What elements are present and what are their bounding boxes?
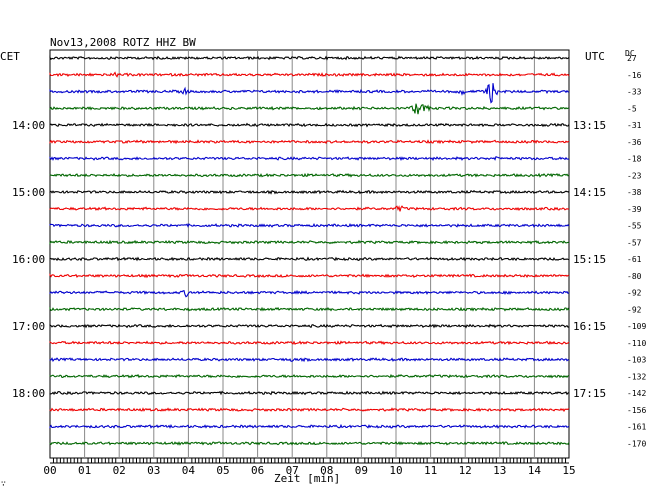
corner-mark: ∵: [1, 479, 6, 488]
dc-offset-label: -38: [627, 188, 642, 197]
dc-offset-label: -39: [627, 205, 642, 214]
trace-line: [49, 441, 570, 446]
x-tick-label: 06: [251, 464, 264, 477]
trace-line: [49, 289, 570, 298]
dc-offset-label: -16: [627, 71, 642, 80]
trace-line: [49, 155, 570, 162]
x-tick-label: 02: [113, 464, 126, 477]
trace-line: [49, 103, 570, 115]
trace-line: [49, 306, 570, 312]
plot-frame: [49, 49, 570, 459]
cet-hour-label: 17:00: [12, 320, 45, 333]
x-tick-label: 10: [389, 464, 402, 477]
trace-line: [49, 323, 570, 329]
dc-offset-label: -61: [627, 255, 642, 264]
cet-label: CET: [0, 50, 20, 63]
trace-line: [49, 122, 570, 128]
x-tick-label: 12: [459, 464, 472, 477]
trace-line: [49, 172, 570, 178]
trace-line: [49, 256, 570, 262]
utc-hour-label: 16:15: [573, 320, 606, 333]
trace-line: [49, 222, 570, 228]
dc-offset-label: -92: [627, 289, 642, 298]
trace-line: [49, 239, 570, 245]
dc-offset-label: -33: [627, 88, 642, 97]
cet-hour-label: 14:00: [12, 119, 45, 132]
trace-line: [49, 340, 570, 346]
dc-offset-label: -31: [627, 121, 642, 130]
trace-group: 27 -16 -33 -5 -31 -36 -18 -23 -38 -39 -55 -57 -61 -80…: [49, 54, 646, 448]
x-tick-label: 15: [562, 464, 575, 477]
dc-offset-label: -109: [627, 322, 646, 331]
dc-offset-label: -23: [627, 171, 642, 180]
dc-offset-label: -142: [627, 389, 646, 398]
x-tick-label: 00: [43, 464, 56, 477]
utc-hour-label: 17:15: [573, 387, 606, 400]
dc-offset-label: -92: [627, 305, 642, 314]
dc-offset-label: 27: [627, 54, 637, 63]
dc-offset-label: -161: [627, 423, 646, 432]
dc-offset-label: -103: [627, 356, 646, 365]
row-labels: 14:00 15:00 16:00 17:00 18:00 13:15 14:15 15:15…: [12, 119, 606, 400]
x-tick-label: 13: [493, 464, 506, 477]
x-tick-label: 01: [78, 464, 91, 477]
trace-line: [49, 139, 570, 145]
utc-label: UTC: [585, 50, 605, 63]
x-tick-label: 05: [216, 464, 229, 477]
x-axis: 00 01 02 03 04 05 06 07 08 09 10 11 12 13 14 15: [43, 458, 576, 477]
x-tick-label: 07: [286, 464, 299, 477]
utc-hour-label: 15:15: [573, 253, 606, 266]
trace-line: [49, 390, 570, 396]
dc-offset-label: -80: [627, 272, 642, 281]
trace-line: [49, 71, 570, 78]
x-tick-label: 11: [424, 464, 437, 477]
dc-offset-label: -132: [627, 372, 646, 381]
dc-offset-label: -156: [627, 406, 646, 415]
utc-hour-label: 14:15: [573, 186, 606, 199]
trace-line: [49, 407, 570, 413]
dc-offset-label: -5: [627, 104, 637, 113]
x-tick-label: 08: [320, 464, 333, 477]
trace-line: [49, 273, 570, 279]
trace-line: [49, 83, 570, 104]
dc-offset-label: -18: [627, 155, 642, 164]
x-tick-label: 04: [182, 464, 196, 477]
dc-offset-label: -55: [627, 222, 642, 231]
x-tick-label: 14: [528, 464, 542, 477]
trace-line: [49, 205, 570, 212]
cet-hour-label: 16:00: [12, 253, 45, 266]
dc-offset-label: -110: [627, 339, 646, 348]
cet-hour-label: 18:00: [12, 387, 45, 400]
trace-line: [49, 373, 570, 379]
x-tick-label: 03: [147, 464, 160, 477]
trace-line: [49, 357, 570, 363]
dc-offset-label: -36: [627, 138, 642, 147]
dc-offset-label: -57: [627, 238, 642, 247]
dc-label: DC: [625, 49, 635, 58]
utc-hour-label: 13:15: [573, 119, 606, 132]
trace-line: [49, 189, 570, 195]
x-tick-label: 09: [355, 464, 368, 477]
trace-line: [49, 423, 570, 429]
trace-line: [49, 55, 570, 61]
chart-grid: [49, 49, 570, 459]
dc-offset-label: -170: [627, 439, 646, 448]
x-axis-label: Zeit [min]: [274, 472, 340, 485]
cet-hour-label: 15:00: [12, 186, 45, 199]
chart-title: Nov13,2008 ROTZ HHZ BW: [50, 36, 196, 49]
